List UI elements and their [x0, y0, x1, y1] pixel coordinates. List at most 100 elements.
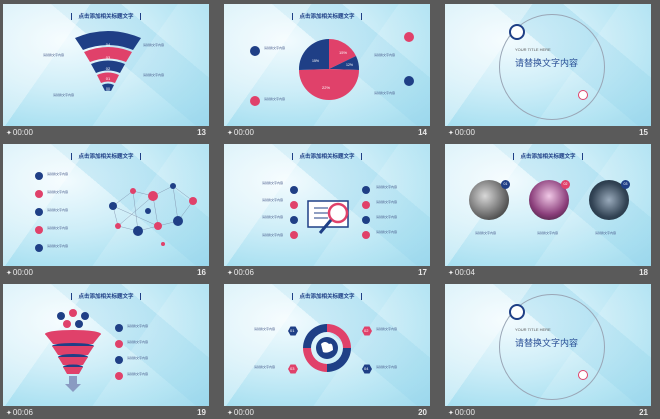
magnifier-icon [307, 200, 349, 234]
cart-icon [362, 201, 370, 209]
item-text: 请替换文字内容 [43, 53, 65, 57]
item-text: 请替换文字内容 [376, 365, 398, 369]
slide-title: 点击添加相关标题文字 [445, 152, 651, 161]
power-icon [509, 304, 525, 320]
fan-chart: 04 03 02 01 00 [75, 31, 141, 91]
item-text: 请替换文字内容 [595, 231, 617, 235]
slide-title: 点击添加相关标题文字 [3, 152, 209, 161]
star-icon: ✦ [227, 410, 233, 417]
slide-canvas: 点击添加相关标题文字 请替换文字内容 请替换文字内容 请替换文字内容 请替换文字… [3, 144, 209, 266]
pie-label: 15% [312, 59, 319, 63]
slide-time: 00:00 [454, 408, 475, 417]
slide-thumb-20[interactable]: 点击添加相关标题文字 01 02 03 04 请替换文字内容 请替换文字内容 请… [224, 284, 430, 419]
slide-time: 00:00 [12, 268, 33, 277]
item-text: 请替换文字内容 [374, 53, 396, 57]
title-en: YOUR TITLE HERE [515, 327, 551, 332]
pie-label: 15% [339, 50, 347, 55]
chat-icon [290, 201, 298, 209]
slide-canvas: 点击添加相关标题文字 请替换文字内容 请替换文字内容 请替换文字内容 请替换文字… [224, 144, 430, 266]
slide-number: 13 [197, 128, 206, 137]
star-icon: ✦ [448, 130, 454, 137]
hex-badge [288, 364, 298, 374]
item-text: 请替换文字内容 [376, 327, 398, 331]
phone-icon [290, 186, 298, 194]
slide-meta: ✦00:04 18 [445, 267, 651, 279]
slide-thumb-16[interactable]: 点击添加相关标题文字 请替换文字内容 请替换文字内容 请替换文字内容 请替换文字… [3, 144, 209, 279]
slide-time: 00:06 [233, 268, 254, 277]
funnel-chart [45, 309, 101, 392]
item-text: 请替换文字内容 [127, 356, 149, 360]
pencil-icon [250, 96, 260, 106]
item-text: 请替换文字内容 [376, 215, 398, 219]
mail-icon [35, 172, 43, 180]
slide-canvas: 点击添加相关标题文字 请替换文字内容 请替换文字内容 请替换文字内容 请替换文字… [3, 284, 209, 406]
fan-label: 03 [106, 55, 111, 60]
slide-meta: ✦00:00 20 [224, 407, 430, 419]
tv-icon [35, 244, 43, 252]
slide-thumb-13[interactable]: 点击添加相关标题文字 04 03 02 01 00 请替换文字内容 请替换文字内… [3, 4, 209, 139]
slide-number: 17 [418, 268, 427, 277]
photo-badge: 01 [501, 180, 510, 189]
circle-frame [499, 294, 605, 400]
item-text: 请替换文字内容 [537, 231, 559, 235]
item-text: 请替换文字内容 [127, 372, 149, 376]
slide-time: 00:00 [233, 408, 254, 417]
item-text: 请替换文字内容 [143, 43, 165, 47]
item-text: 请替换文字内容 [127, 324, 149, 328]
star-icon: ✦ [448, 410, 454, 417]
slide-title: 点击添加相关标题文字 [3, 292, 209, 301]
slide-number: 21 [639, 408, 648, 417]
slide-meta: ✦00:00 21 [445, 407, 651, 419]
item-text: 请替换文字内容 [254, 327, 276, 331]
item-text: 请替换文字内容 [47, 226, 69, 230]
fan-label: 00 [106, 87, 110, 91]
pie-chart: 15% 12% 22% 15% [298, 38, 360, 100]
slide-time: 00:06 [12, 408, 33, 417]
hex-label: 03 [290, 366, 295, 371]
ring-dot-icon [578, 370, 588, 380]
item-text: 请替换文字内容 [262, 181, 284, 185]
slide-meta: ✦00:06 19 [3, 407, 209, 419]
item-text: 请替换文字内容 [127, 340, 149, 344]
item-text: 请替换文字内容 [53, 93, 75, 97]
cake-icon [362, 231, 370, 239]
item-text: 请替换文字内容 [254, 365, 276, 369]
slide-thumb-21[interactable]: YOUR TITLE HERE 请替换文字内容 ✦00:00 21 [445, 284, 651, 419]
slide-meta: ✦00:00 15 [445, 127, 651, 139]
slide-meta: ✦00:00 13 [3, 127, 209, 139]
slide-title: 点击添加相关标题文字 [3, 12, 209, 21]
fan-label: 02 [106, 66, 111, 71]
item-text: 请替换文字内容 [47, 190, 69, 194]
ring-dot-icon [578, 90, 588, 100]
fan-label: 01 [106, 76, 111, 81]
slide-canvas: YOUR TITLE HERE 请替换文字内容 [445, 284, 651, 406]
slide-meta: ✦00:06 17 [224, 267, 430, 279]
slide-thumb-18[interactable]: 点击添加相关标题文字 01 02 03 请替换文字内容 请替换文字内容 请替换文… [445, 144, 651, 279]
chart-icon [115, 340, 123, 348]
slide-thumb-19[interactable]: 点击添加相关标题文字 请替换文字内容 请替换文字内容 请替换文字内容 请替换文字… [3, 284, 209, 419]
slide-number: 20 [418, 408, 427, 417]
item-text: 请替换文字内容 [475, 231, 497, 235]
hex-label: 01 [290, 328, 295, 333]
slide-thumb-14[interactable]: 点击添加相关标题文字 15% 12% 22% 15% 请替换文字内容 请替换文字… [224, 4, 430, 139]
slide-time: 00:00 [454, 128, 475, 137]
star-icon: ✦ [227, 130, 233, 137]
hex-label: 04 [364, 366, 369, 371]
slide-canvas: 点击添加相关标题文字 01 02 03 请替换文字内容 请替换文字内容 请替换文… [445, 144, 651, 266]
phone-icon [35, 226, 43, 234]
star-icon: ✦ [448, 270, 454, 277]
slide-meta: ✦00:00 16 [3, 267, 209, 279]
slide-title: 点击添加相关标题文字 [224, 12, 430, 21]
item-text: 请替换文字内容 [376, 185, 398, 189]
slide-thumb-15[interactable]: YOUR TITLE HERE 请替换文字内容 ✦00:00 15 [445, 4, 651, 139]
star-icon: ✦ [6, 410, 12, 417]
pie-label: 12% [346, 63, 353, 67]
slide-thumb-17[interactable]: 点击添加相关标题文字 请替换文字内容 请替换文字内容 请替换文字内容 请替换文字… [224, 144, 430, 279]
photo-badge: 03 [621, 180, 630, 189]
pen-icon [250, 46, 260, 56]
item-text: 请替换文字内容 [143, 73, 165, 77]
slide-canvas: 点击添加相关标题文字 04 03 02 01 00 请替换文字内容 请替换文字内… [3, 4, 209, 126]
gear-icon [404, 76, 414, 86]
item-text: 请替换文字内容 [262, 198, 284, 202]
slide-title: 点击添加相关标题文字 [224, 152, 430, 161]
